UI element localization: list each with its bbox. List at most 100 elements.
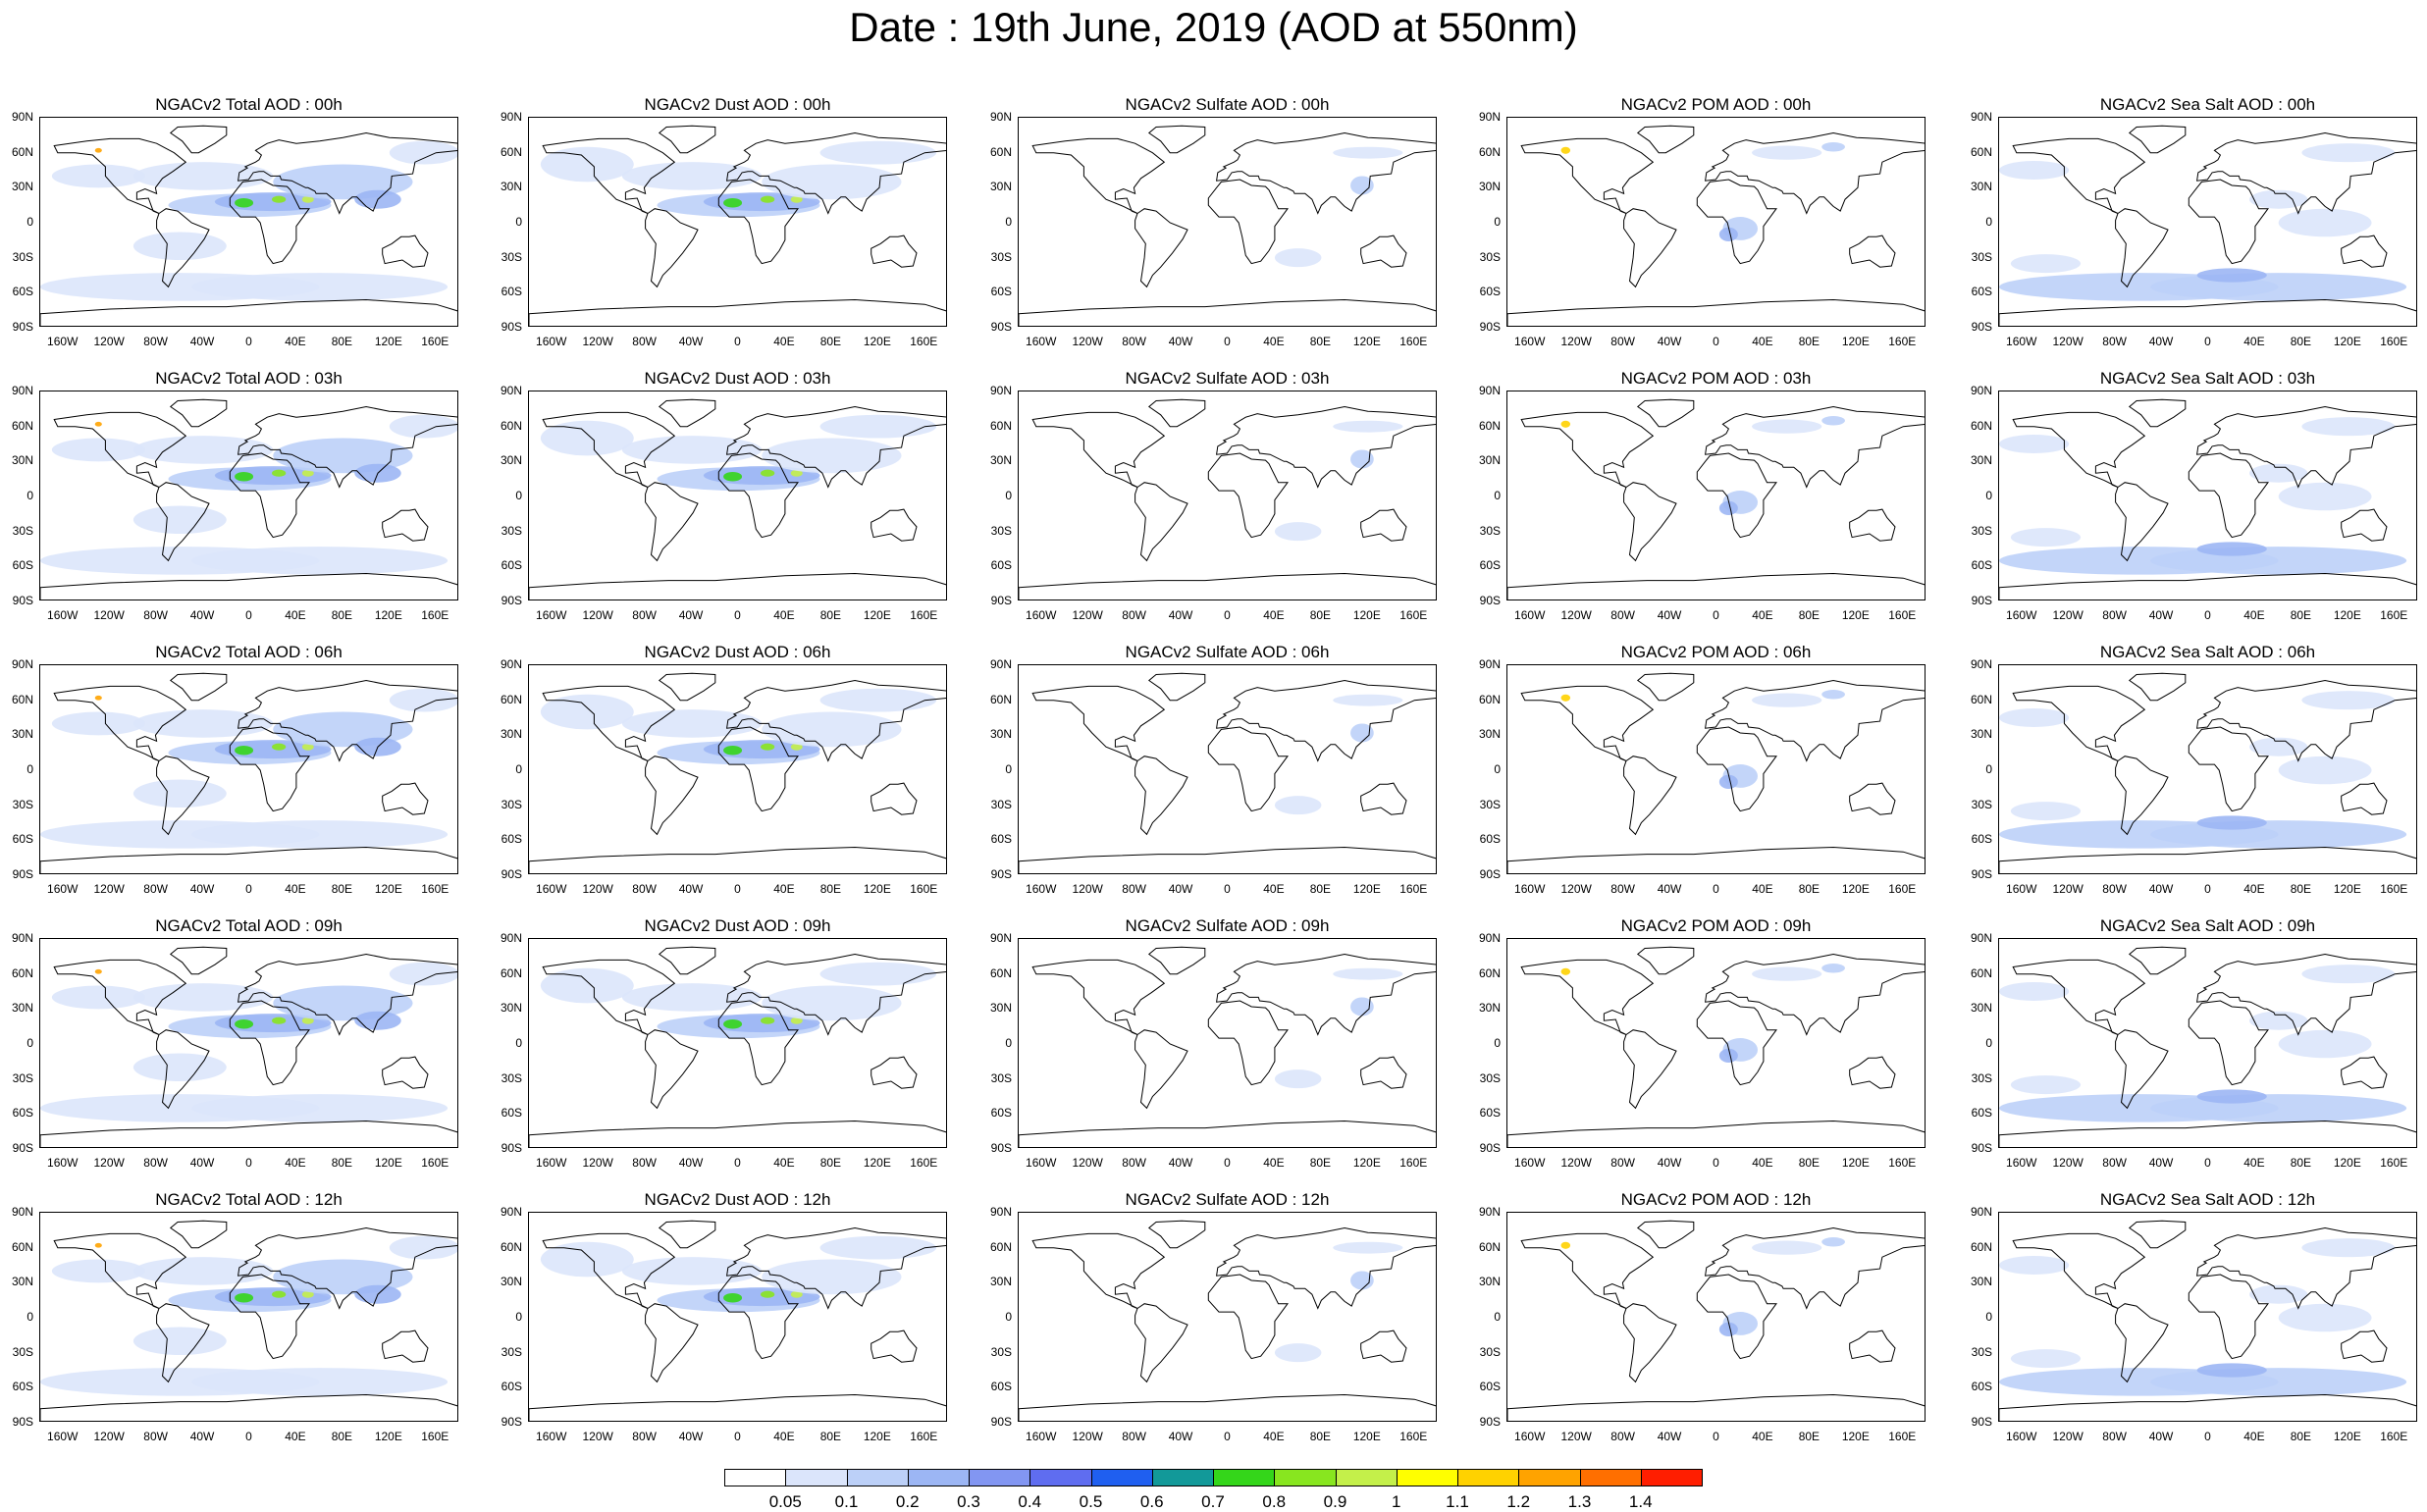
coastline [2115,482,2169,562]
panel-title: NGACv2 Total AOD : 00h [155,95,343,114]
lat-tick-label: 60N [1478,965,1501,980]
coastline [156,482,210,562]
lon-tick-label: 0 [734,335,741,348]
lat-tick-label: 0 [1005,1310,1012,1324]
coastline [1705,953,1925,1036]
world-map [529,1220,946,1421]
lon-tick-label: 160W [47,1156,79,1170]
map-panel-seasalt-0: NGACv2 Sea Salt AOD : 00h 90N 60N 30N 0 30S 60… [1971,95,2417,348]
colorbar-label: 0.8 [1262,1492,1287,1511]
lat-tick-label: 30N [1478,727,1501,742]
coastline [382,508,429,542]
lon-tick-label: 40E [773,882,795,896]
lon-tick-label: 160E [1399,1430,1428,1443]
lat-tick-label: 30S [501,1070,522,1085]
coastline [1019,846,1436,873]
aod-field [761,1290,775,1298]
world-map [1999,125,2416,326]
lat-tick-label: 60N [1970,965,1992,980]
lon-tick-label: 120E [1841,1156,1870,1170]
coastline [156,1029,210,1110]
colorbar-swatch [1151,1469,1214,1486]
coastline [658,1220,716,1249]
coastline [382,235,429,268]
lon-tick-label: 80E [2290,1430,2312,1443]
coastline [717,452,799,539]
aod-field [762,985,902,1021]
lon-tick-label: 120E [1841,608,1870,622]
coastline [40,1393,457,1421]
world-map [1999,398,2416,600]
lon-tick-label: 160E [910,335,938,348]
lat-tick-label: 90N [500,657,522,671]
colorbar-swatch [1274,1469,1337,1486]
coastline [658,125,716,154]
lat-tick-label: 30N [500,1275,522,1289]
lat-tick-label: 60S [1479,1380,1501,1394]
lat-tick-label: 90N [500,110,522,124]
lon-tick-label: 120W [2052,608,2084,622]
aod-field [1350,449,1374,469]
colorbar-swatch [1640,1469,1703,1486]
lon-tick-label: 40W [2148,1156,2174,1170]
lat-tick-label: 90S [990,594,1012,607]
coastline [871,1330,918,1363]
aod-field [621,436,763,464]
lat-tick-label: 90N [500,384,522,397]
coastline [2341,235,2388,268]
lon-tick-label: 80W [143,1156,168,1170]
lon-tick-label: 160W [2006,335,2037,348]
coastline [1147,398,1206,428]
aod-field [1274,796,1322,815]
lon-tick-label: 80W [1610,1430,1635,1443]
lat-tick-label: 30N [500,453,522,468]
lon-tick-label: 40W [678,335,704,348]
aod-field [819,1235,937,1260]
lon-tick-label: 120E [863,608,891,622]
lat-tick-label: 90S [1971,1141,1992,1155]
colorbar-label: 0.1 [834,1492,859,1511]
coastline [2341,508,2388,542]
lat-tick-label: 90S [1479,867,1501,881]
lon-tick-label: 120W [93,608,125,622]
lon-tick-label: 80E [331,335,353,348]
aod-field [1821,963,1845,973]
lat-tick-label: 30N [1970,727,1992,742]
lon-tick-label: 160W [1026,335,1057,348]
coastline [871,508,918,542]
lon-tick-label: 160E [421,1430,449,1443]
lon-tick-label: 80E [2290,882,2312,896]
lon-tick-label: 160W [2006,1430,2037,1443]
lon-tick-label: 40W [1168,882,1193,896]
aod-field [1333,694,1403,706]
lat-tick-label: 60S [12,1106,33,1121]
aod-field [94,1242,102,1248]
lon-tick-label: 40W [1168,1156,1193,1170]
coastline [1696,179,1777,265]
coastline [53,685,187,761]
coastline [1636,946,1695,975]
coastline [1849,1056,1896,1089]
coastline [1019,1393,1436,1421]
lon-tick-label: 0 [1713,882,1719,896]
aod-field [301,195,314,203]
aod-field [132,1327,227,1356]
coastline [1134,208,1188,288]
panel-title: NGACv2 Sulfate AOD : 06h [1125,643,1330,661]
map-panel-seasalt-3: NGACv2 Sea Salt AOD : 09h 90N 60N 30N 0 30S 60… [1971,916,2417,1170]
map-frame [1018,1212,1437,1422]
coastline [2196,679,2416,762]
coastline [1849,782,1896,815]
aod-field [2278,756,2372,785]
aod-field [762,711,902,748]
lat-tick-label: 30S [1971,797,1992,811]
lat-tick-label: 90N [500,931,522,945]
aod-field [540,1241,634,1277]
lon-tick-label: 120W [93,335,125,348]
lon-tick-label: 0 [245,335,252,348]
lon-tick-label: 120E [1352,1156,1381,1170]
lon-tick-label: 80W [632,1156,657,1170]
lat-tick-label: 60N [989,965,1012,980]
world-map [529,398,946,600]
aod-field [761,743,775,751]
